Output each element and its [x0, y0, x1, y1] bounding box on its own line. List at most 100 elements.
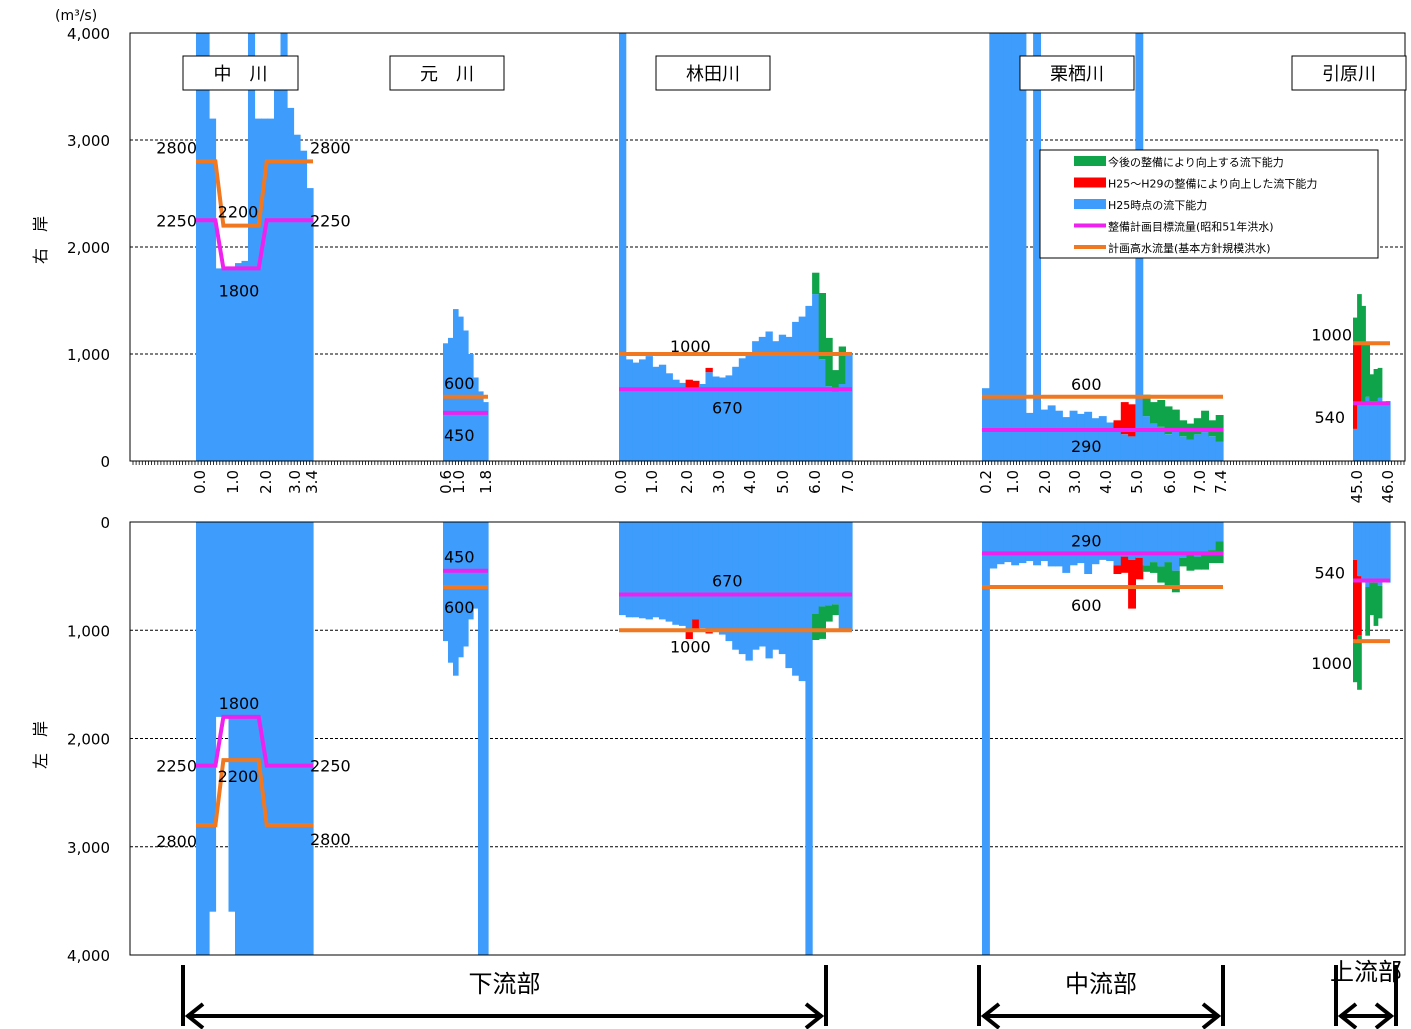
- river-3-right-capacity-bar: [632, 362, 640, 461]
- river-1-right-capacity-bar: [254, 118, 262, 461]
- y-tick-label-top: 4,000: [67, 25, 110, 43]
- river-4-right-capacity-bar: [1120, 434, 1129, 462]
- river-1-flow-label: 2250: [156, 211, 197, 230]
- river-3-flow-label: 1000: [670, 637, 711, 656]
- river-4-right-future-bar: [1193, 418, 1202, 435]
- river-1-name: 中 川: [214, 64, 268, 85]
- legend-swatch: [1074, 199, 1106, 209]
- unit-label: (m³/s): [55, 8, 97, 24]
- river-3-left-future-bar: [812, 614, 820, 640]
- river-4-left-capacity-bar: [1047, 522, 1056, 567]
- river-4-right-capacity-bar: [1069, 410, 1078, 461]
- river-4-left-capacity-bar: [1062, 522, 1071, 573]
- legend-label: 整備計画目標流量(昭和51年洪水): [1108, 220, 1274, 234]
- river-4-left-capacity-bar: [1040, 522, 1049, 561]
- axis-label-right-bank: 右 岸: [31, 216, 50, 264]
- river-5-left-improved-bar: [1357, 576, 1362, 636]
- river-3-km-label: 7.0: [839, 470, 857, 494]
- river-4-left-capacity-bar: [1091, 522, 1100, 565]
- river-3-left-capacity-bar: [625, 522, 633, 618]
- river-4-right-capacity-bar: [1128, 436, 1136, 461]
- river-name-boxes: 中 川 元 川 林田川 栗栖川 引原川: [182, 55, 1407, 91]
- river-1-left-capacity-bar: [222, 522, 230, 717]
- river-3-left-capacity-bar: [745, 522, 753, 661]
- river-4-right-capacity-bar: [1098, 416, 1107, 461]
- river-1-right-capacity-bar: [306, 188, 314, 461]
- river-5-right-improved-bar: [1357, 343, 1362, 403]
- river-3-right-capacity-bar: [758, 336, 767, 461]
- y-tick-label-top: 0: [100, 453, 110, 471]
- river-4-right-capacity-bar: [982, 388, 990, 461]
- river-4-left-capacity-bar: [1135, 522, 1144, 558]
- river-3-left-capacity-bar: [705, 522, 713, 630]
- river-3-km-label: 5.0: [774, 470, 792, 494]
- river-4-left-capacity-bar: [1069, 522, 1078, 566]
- river-1-right-capacity-bar: [222, 268, 230, 461]
- river-1-left-capacity-bar: [280, 522, 288, 955]
- river-5-right-capacity-bar: [1381, 402, 1387, 461]
- river-5-right-capacity-bar: [1385, 401, 1391, 461]
- river-4-left-future-bar: [1179, 557, 1188, 567]
- river-3-left-capacity-bar: [685, 522, 693, 631]
- river-3-flow-label: 670: [712, 398, 743, 417]
- river-3-left-improved-bar: [685, 630, 693, 639]
- river-3-right-capacity-bar: [845, 354, 853, 461]
- river-1-left-capacity-bar: [241, 522, 249, 955]
- river-4-right-capacity-bar: [1106, 422, 1115, 461]
- section-label: 中流部: [1065, 970, 1137, 998]
- river-4-km-label: 0.2: [977, 470, 995, 494]
- river-3-right-future-bar: [825, 337, 833, 387]
- river-1-right-capacity-bar: [274, 75, 282, 462]
- river-3-left-capacity-bar: [798, 522, 806, 682]
- river-1-km-label: 1.0: [224, 470, 242, 494]
- river-1-flow-label: 2800: [310, 138, 351, 157]
- river-4-right-capacity-bar: [1033, 33, 1041, 461]
- river-1-left-capacity-bar: [287, 522, 295, 955]
- river-1-flow-label: 2800: [156, 138, 197, 157]
- river-3-right-capacity-bar: [818, 359, 826, 461]
- river-3-right-capacity-bar: [692, 390, 700, 461]
- axis-label-left-bank: 左 岸: [31, 721, 50, 769]
- river-1-km-label: 0.0: [191, 470, 209, 494]
- river-3-right-capacity-bar: [752, 341, 760, 461]
- river-3-left-capacity-bar: [645, 522, 653, 620]
- river-3-left-capacity-bar: [698, 522, 707, 629]
- river-3-left-capacity-bar: [772, 522, 780, 650]
- river-5-left-future-bar: [1377, 585, 1383, 619]
- river-4-right-capacity-bar: [1150, 423, 1158, 461]
- river-4-left-capacity-bar: [1033, 522, 1041, 566]
- river-5-left-future-bar: [1373, 582, 1379, 626]
- river-3-left-capacity-bar: [632, 522, 640, 618]
- river-4-left-improved-bar: [1128, 559, 1136, 609]
- river-1-flow-label: 2250: [156, 757, 197, 776]
- river-4-right-capacity-bar: [1171, 431, 1180, 461]
- river-2-flow-label: 450: [444, 426, 475, 445]
- river-4-left-capacity-bar: [1098, 522, 1107, 560]
- flow-lines: 2250 2250 1800 2800 2800 2200 2250 2250 1800 2800…: [156, 138, 1390, 851]
- river-3-left-capacity-bar: [652, 522, 660, 618]
- river-1-left-capacity-bar: [254, 522, 262, 955]
- river-3-right-capacity-bar: [685, 388, 693, 461]
- river-5-left-future-bar: [1365, 587, 1370, 636]
- river-3-left-capacity-bar: [752, 522, 760, 650]
- river-1-right-capacity-bar: [300, 150, 308, 461]
- arrow-head-right: [1374, 1002, 1395, 1029]
- river-3-right-capacity-bar: [705, 372, 713, 461]
- arrow-head-right: [1201, 1002, 1222, 1029]
- river-3-left-capacity-bar: [832, 522, 840, 605]
- river-2-left-capacity-bar: [453, 522, 459, 676]
- river-4-left-capacity-bar: [1106, 522, 1115, 561]
- river-3-right-capacity-bar: [778, 334, 787, 461]
- capacity-bars: [196, 33, 1391, 955]
- river-4-right-capacity-bar: [1208, 436, 1217, 461]
- river-3-left-capacity-bar: [712, 522, 720, 632]
- river-3-right-capacity-bar: [645, 356, 653, 461]
- river-3-right-capacity-bar: [825, 386, 833, 461]
- river-3-km-label: 4.0: [741, 470, 759, 494]
- river-3-left-capacity-bar: [838, 522, 846, 631]
- legend-label: H25～H29の整備により向上した流下能力: [1108, 177, 1317, 191]
- river-4-left-capacity-bar: [1003, 522, 1012, 563]
- arrow-head-left: [1337, 1002, 1358, 1029]
- river-3-km-label: 1.0: [643, 470, 661, 494]
